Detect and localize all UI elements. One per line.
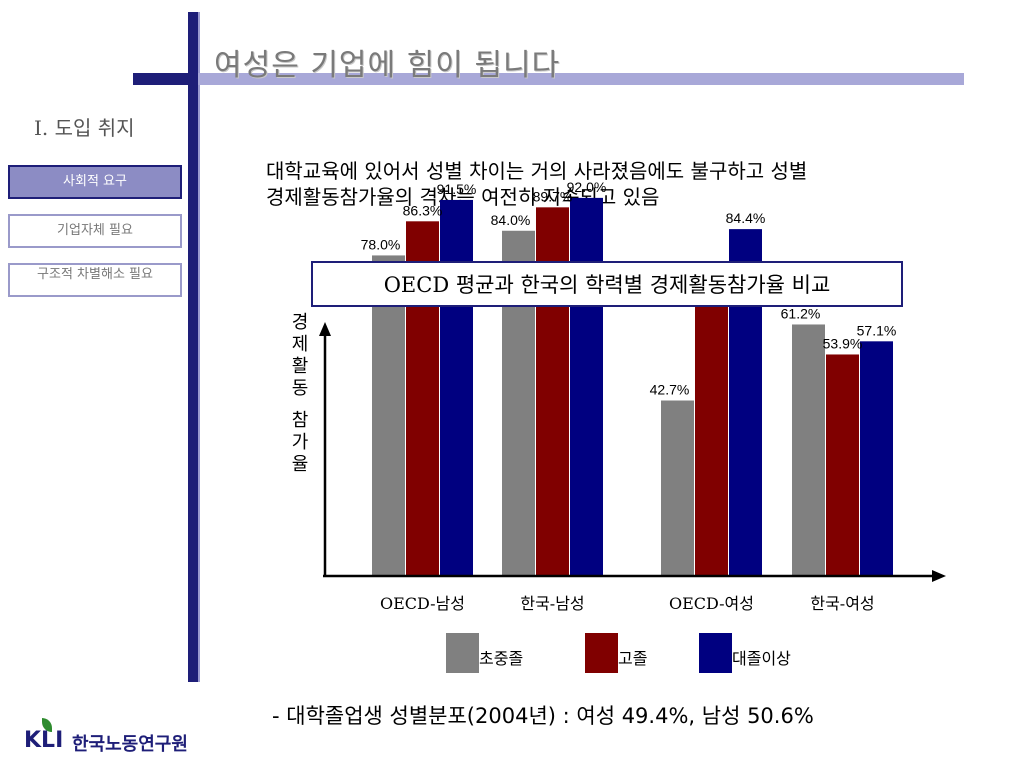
kli-logo: KLI 한국노동연구원 [24, 718, 224, 758]
y-axis-label-char: 제 [291, 334, 309, 355]
section-label: Ⅰ. 도입 취지 [34, 116, 135, 140]
nav-item-label: 사회적 요구 [63, 174, 127, 189]
bars-group [372, 197, 893, 577]
bar-한국-여성-대졸이상 [860, 341, 893, 576]
intro-text: 대학교육에 있어서 성별 차이는 거의 사라졌음에도 불구하고 성별 경제활동참… [266, 158, 966, 209]
logo-mark: KLI [24, 728, 64, 753]
left-vertical-bar-highlight [198, 12, 200, 682]
category-label: 한국-여성 [810, 594, 874, 613]
leaf-icon [42, 718, 52, 732]
y-axis-arrow [319, 322, 331, 336]
legend-swatch [699, 633, 732, 673]
y-axis-label-char: 참 [291, 410, 309, 431]
y-axis-label-char: 율 [291, 454, 309, 475]
data-label: 42.7% [650, 382, 690, 398]
bar-OECD-남성-대졸이상 [440, 199, 473, 576]
bar-한국-여성-초중졸 [792, 324, 825, 576]
bar-한국-남성-대졸이상 [570, 197, 603, 576]
intro-line-1: 대학교육에 있어서 성별 차이는 거의 사라졌음에도 불구하고 성별 [266, 159, 808, 183]
bar-OECD-여성-초중졸 [661, 400, 694, 576]
y-axis-label-char: 가 [291, 432, 309, 453]
category-label: OECD-남성 [380, 594, 465, 613]
data-label: 78.0% [361, 236, 401, 252]
legend-swatch [446, 633, 479, 673]
legend-label: 고졸 [618, 649, 647, 668]
data-label: 84.0% [491, 212, 531, 228]
data-label: 57.1% [857, 322, 897, 338]
data-label: 92.0% [567, 179, 607, 195]
legend-swatch [585, 633, 618, 673]
bar-OECD-여성-고졸 [695, 282, 728, 576]
chart-title: OECD 평균과 한국의 학력별 경제활동참가율 비교 [311, 261, 903, 307]
data-label: 86.3% [403, 202, 443, 218]
nav-item-company-need[interactable]: 기업자체 필요 [8, 214, 182, 248]
y-axis-label-char: 동 [291, 378, 309, 399]
category-label: OECD-여성 [669, 594, 754, 613]
data-label: 91.5% [437, 181, 477, 197]
data-label: 53.9% [823, 335, 863, 351]
header-bar-light [198, 73, 964, 85]
logo-name: 한국노동연구원 [72, 734, 188, 755]
nav-item-label: 기업자체 필요 [57, 223, 133, 238]
legend-group: 초중졸 고졸 대졸이상 [446, 633, 791, 673]
y-axis-label-char: 활 [291, 356, 309, 377]
left-vertical-bar [188, 12, 198, 682]
bar-한국-여성-고졸 [826, 354, 859, 576]
data-label: 61.2% [781, 305, 821, 321]
x-axis-arrow [932, 570, 946, 582]
nav-item-structural-discrimination[interactable]: 구조적 차별해소 필요 [8, 263, 182, 297]
data-label: 89.7% [533, 188, 573, 204]
header-bar-dark [133, 73, 193, 85]
slide-title: 여성은 기업에 힘이 됩니다 [214, 48, 561, 83]
axes-group [319, 322, 946, 582]
category-labels-group: OECD-남성 한국-남성 OECD-여성 한국-여성 [380, 594, 875, 613]
footnote: - 대학졸업생 성별분포(2004년) : 여성 49.4%, 남성 50.6% [272, 704, 814, 728]
y-axis-label-char [288, 400, 312, 410]
chart-title-text: OECD 평균과 한국의 학력별 경제활동참가율 비교 [383, 273, 831, 297]
nav-item-social-demand[interactable]: 사회적 요구 [8, 165, 182, 199]
data-label: 84.4% [726, 210, 766, 226]
y-axis-label-char: 경 [291, 312, 309, 333]
bar-OECD-남성-초중졸 [372, 255, 405, 577]
nav-item-label: 구조적 차별해소 필요 [37, 267, 153, 282]
category-label: 한국-남성 [520, 594, 584, 613]
legend-label: 초중졸 [479, 649, 523, 668]
legend-label: 대졸이상 [732, 649, 791, 668]
